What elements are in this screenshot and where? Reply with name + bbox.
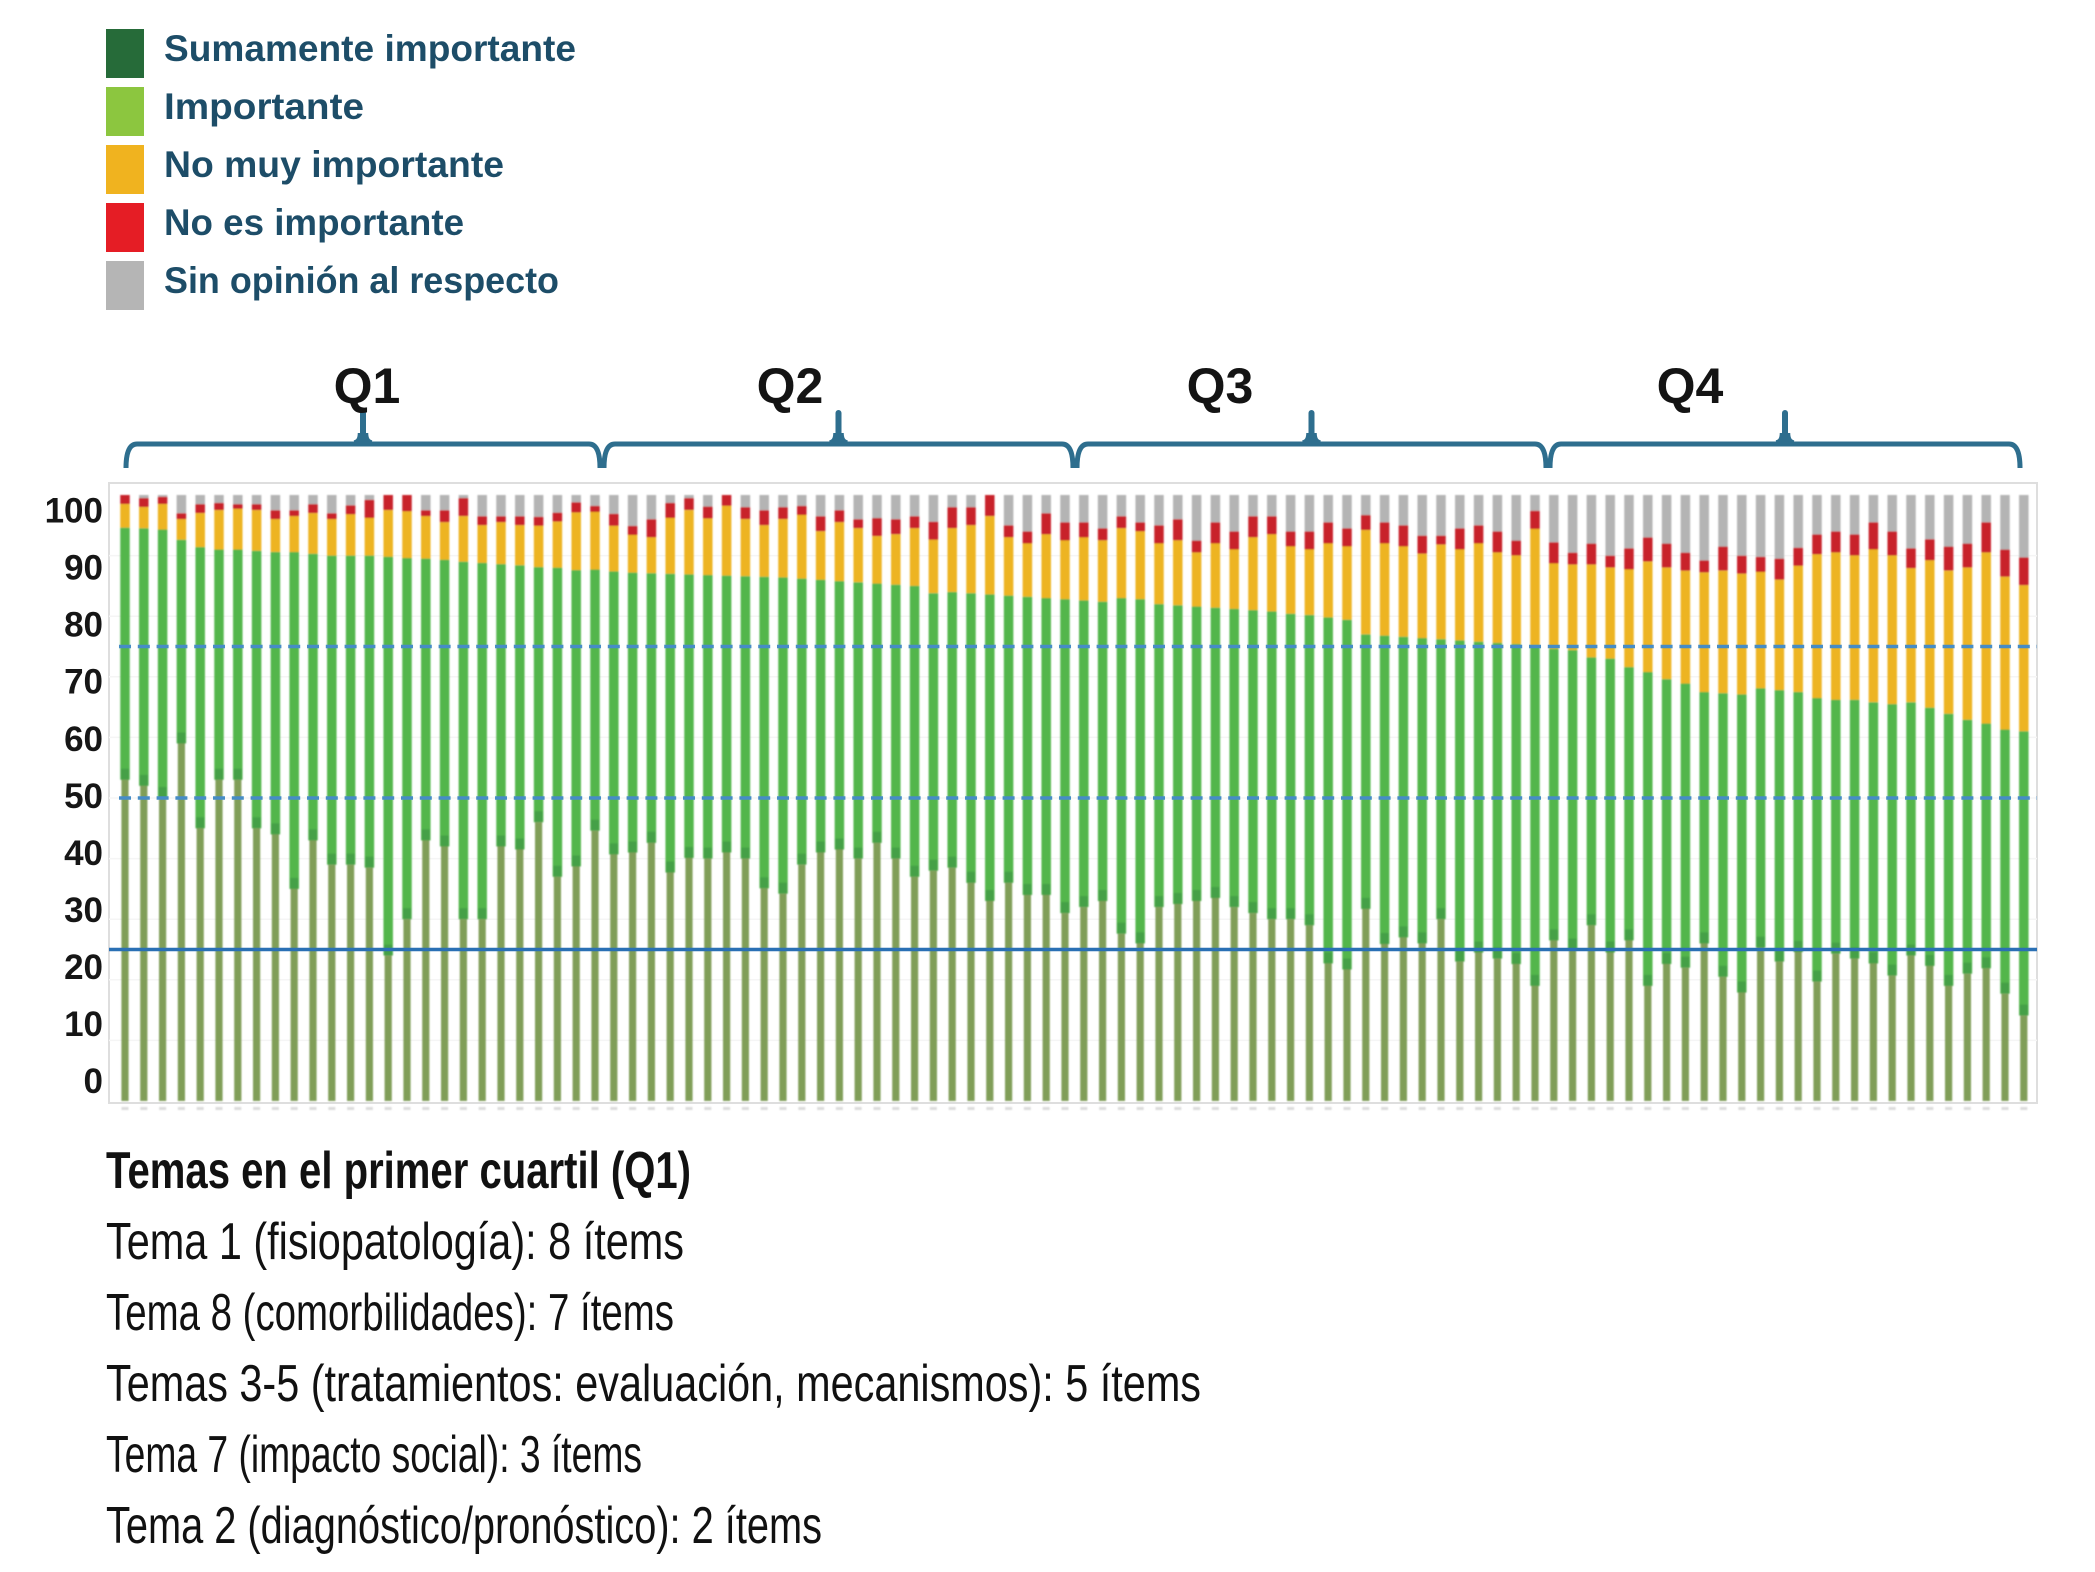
svg-text:Q3: Q3 [1187,358,1254,414]
svg-text:70: 70 [64,663,103,702]
svg-text:Tema 8 (comorbilidades): 7 íte: Tema 8 (comorbilidades): 7 ítems [106,1284,674,1342]
svg-text:30: 30 [64,891,103,930]
svg-text:90: 90 [64,549,103,588]
svg-text:Sumamente importante: Sumamente importante [164,28,576,69]
svg-text:100: 100 [45,492,103,531]
svg-text:20: 20 [64,948,103,987]
svg-text:Temas en el primer cuartil (Q1: Temas en el primer cuartil (Q1) [106,1142,691,1200]
svg-text:Tema 1 (fisiopatología): 8 íte: Tema 1 (fisiopatología): 8 ítems [106,1213,684,1271]
svg-text:Q2: Q2 [757,358,824,414]
svg-text:0: 0 [84,1062,103,1101]
svg-text:No es importante: No es importante [164,202,464,243]
svg-text:50: 50 [64,777,103,816]
svg-text:Sin opinión al respecto: Sin opinión al respecto [164,260,559,301]
svg-text:Importante: Importante [164,86,364,127]
svg-text:40: 40 [64,834,103,873]
svg-text:Tema 7 (impacto social): 3 íte: Tema 7 (impacto social): 3 ítems [106,1426,642,1484]
svg-text:Tema 2 (diagnóstico/pronóstico: Tema 2 (diagnóstico/pronóstico): 2 ítems [106,1497,822,1555]
svg-text:80: 80 [64,606,103,645]
svg-text:Temas 3-5 (tratamientos: evalu: Temas 3-5 (tratamientos: evaluación, mec… [106,1355,1201,1413]
svg-text:60: 60 [64,720,103,759]
svg-text:Q4: Q4 [1657,358,1724,414]
svg-text:Q1: Q1 [334,358,401,414]
svg-text:No muy importante: No muy importante [164,144,504,185]
svg-text:10: 10 [64,1005,103,1044]
